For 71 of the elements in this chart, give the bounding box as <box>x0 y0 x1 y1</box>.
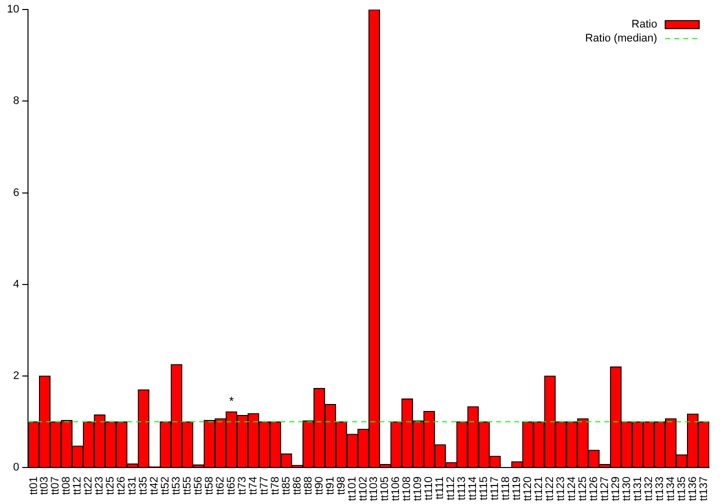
x-tick-label: tt23 <box>94 476 106 495</box>
x-tick-label: tt86 <box>291 476 304 495</box>
x-tick-label: tt74 <box>247 476 260 495</box>
x-tick-label: tt110 <box>423 476 436 500</box>
x-tick-label: tt102 <box>357 476 370 502</box>
y-tick-label: 10 <box>6 4 20 16</box>
x-tick-label: tt12 <box>72 476 84 495</box>
x-tick-label: tt55 <box>182 476 194 495</box>
x-tick-label: tt121 <box>533 476 545 502</box>
x-tick-label: tt22 <box>82 476 95 495</box>
x-tick-label: tt119 <box>511 476 524 500</box>
x-tick-label: tt123 <box>554 476 567 502</box>
x-tick-label: tt135 <box>676 476 688 502</box>
legend-label: Ratio <box>632 18 658 31</box>
x-tick-label: tt105 <box>379 476 392 502</box>
x-tick-label: tt131 <box>632 476 644 502</box>
x-tick-label: tt117 <box>489 476 502 500</box>
y-tick-label: 2 <box>13 370 20 382</box>
x-tick-label: tt113 <box>456 476 468 500</box>
x-tick-label: tt73 <box>236 476 248 495</box>
x-tick-label: tt52 <box>160 476 172 495</box>
x-tick-label: tt124 <box>566 476 578 502</box>
annotation: * <box>229 394 234 408</box>
y-tick-label: 4 <box>13 278 20 290</box>
x-tick-label: tt62 <box>214 476 226 495</box>
x-tick-label: tt129 <box>610 476 622 502</box>
x-tick-label: tt130 <box>620 476 633 502</box>
x-tick-label: tt137 <box>698 476 710 502</box>
x-tick-label: tt03 <box>38 476 51 495</box>
x-tick-label: tt42 <box>148 476 161 495</box>
x-tick-label: tt08 <box>60 476 73 495</box>
x-tick-label: tt111 <box>434 476 446 500</box>
x-tick-label: tt109 <box>412 476 424 502</box>
x-tick-label: tt118 <box>500 476 512 500</box>
x-tick-label: tt25 <box>104 476 117 495</box>
x-tick-label: tt56 <box>192 476 205 495</box>
x-tick-label: tt53 <box>170 476 183 495</box>
x-tick-label: tt134 <box>664 476 677 502</box>
x-tick-label: tt125 <box>576 476 589 502</box>
x-tick-label: tt90 <box>313 476 326 495</box>
y-tick-label: 8 <box>13 95 20 108</box>
x-tick-label: tt88 <box>302 476 314 495</box>
y-tick-label: 0 <box>13 462 20 474</box>
x-tick-label: tt26 <box>116 476 128 495</box>
x-tick-label: tt132 <box>642 476 655 502</box>
x-tick-label: tt58 <box>203 476 216 495</box>
legend-label: Ratio (median) <box>585 32 658 45</box>
x-tick-label: tt07 <box>50 476 62 495</box>
x-tick-label: tt103 <box>368 476 380 502</box>
y-tick-label: 6 <box>13 186 20 199</box>
x-tick-label: tt126 <box>588 476 600 502</box>
x-tick-label: tt136 <box>686 476 699 502</box>
x-tick-label: tt115 <box>478 476 490 500</box>
x-tick-label: tt133 <box>654 476 666 502</box>
x-tick-label: tt112 <box>445 476 458 500</box>
x-tick-label: tt65 <box>225 476 238 495</box>
x-tick-label: tt114 <box>467 476 480 500</box>
x-tick-label: tt98 <box>335 476 348 495</box>
x-tick-label: tt122 <box>544 476 556 502</box>
x-tick-label: tt31 <box>126 476 139 495</box>
x-tick-label: tt85 <box>280 476 292 495</box>
x-tick-label: tt78 <box>269 476 282 495</box>
x-tick-label: tt127 <box>598 476 611 502</box>
x-tick-label: tt35 <box>138 476 150 495</box>
x-tick-label: tt106 <box>390 476 402 502</box>
x-tick-label: tt108 <box>401 476 414 502</box>
x-tick-label: tt01 <box>28 476 40 495</box>
x-tick-label: tt120 <box>522 476 534 502</box>
x-tick-label: tt77 <box>258 476 270 495</box>
x-tick-label: tt91 <box>324 476 336 495</box>
x-tick-label: tt101 <box>346 476 358 502</box>
